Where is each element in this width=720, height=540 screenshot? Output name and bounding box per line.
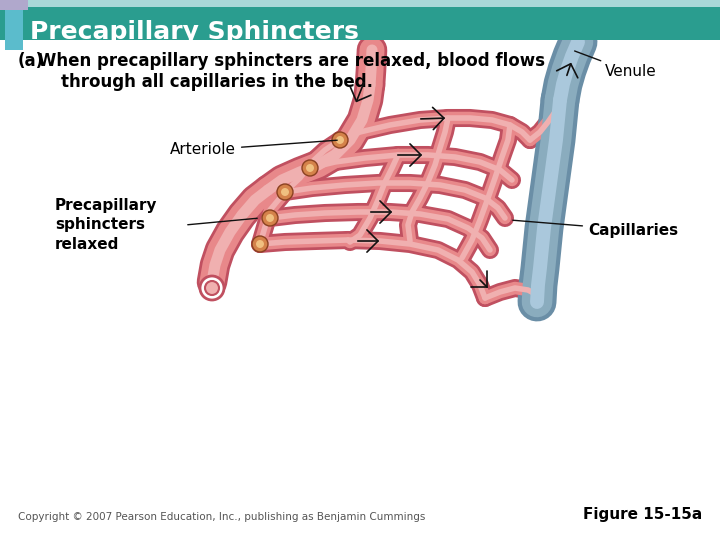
Circle shape [306, 164, 314, 172]
Circle shape [252, 236, 268, 252]
Text: Venule: Venule [575, 51, 657, 79]
Circle shape [332, 132, 348, 148]
Circle shape [266, 214, 274, 222]
Text: Precapillary
sphincters
relaxed: Precapillary sphincters relaxed [55, 198, 158, 252]
Text: (a): (a) [18, 52, 44, 70]
Text: Figure 15-15a: Figure 15-15a [582, 507, 702, 522]
Circle shape [256, 240, 264, 248]
Text: Copyright © 2007 Pearson Education, Inc., publishing as Benjamin Cummings: Copyright © 2007 Pearson Education, Inc.… [18, 512, 426, 522]
Text: Capillaries: Capillaries [513, 220, 678, 238]
Bar [0, 0, 720, 40]
Bar [0, 0, 28, 10]
Circle shape [205, 281, 219, 295]
Circle shape [277, 184, 293, 200]
Circle shape [200, 276, 224, 300]
Text: Precapillary Sphincters: Precapillary Sphincters [30, 20, 359, 44]
Bar [0, 0, 720, 7]
Circle shape [281, 188, 289, 196]
Bar [5, 0, 23, 50]
Text: When precapillary sphincters are relaxed, blood flows
    through all capillarie: When precapillary sphincters are relaxed… [38, 52, 545, 91]
Circle shape [336, 136, 344, 144]
Circle shape [302, 160, 318, 176]
Text: Arteriole: Arteriole [170, 140, 337, 158]
Circle shape [262, 210, 278, 226]
